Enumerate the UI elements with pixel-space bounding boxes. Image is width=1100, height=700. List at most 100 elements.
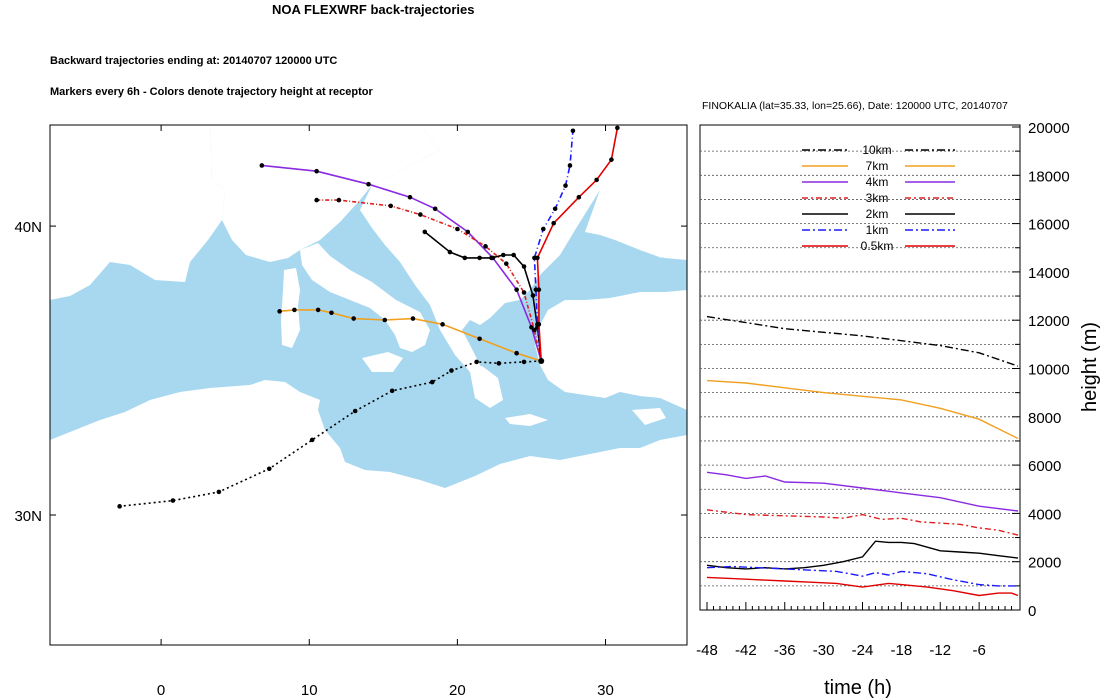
trajectory-marker — [216, 489, 222, 495]
trajectory-marker — [388, 203, 394, 209]
trajectory-marker — [418, 212, 423, 217]
trajectory-marker — [511, 252, 516, 258]
height-series-2km — [706, 540, 1019, 570]
trajectory-marker — [352, 408, 358, 414]
trajectory-marker — [259, 163, 265, 168]
trajectory-marker — [483, 244, 488, 249]
trajectory-marker — [432, 206, 438, 212]
trajectory-marker — [329, 310, 334, 316]
trajectory-marker — [501, 252, 506, 258]
land-masses — [50, 125, 687, 645]
trajectory-marker — [576, 194, 582, 200]
trajectory-marker — [567, 163, 573, 168]
height-series-3km — [706, 509, 1019, 536]
height-axis-ticks: 0 2000 4000 6000 8000 10000 12000 14000 16000 180… — [696, 120, 1070, 659]
trajectory-marker — [309, 437, 315, 443]
height-series-7km — [706, 379, 1019, 440]
map-subtitle: Backward trajectories ending at: 2014070… — [50, 55, 338, 67]
trajectory-marker — [477, 255, 482, 261]
height-x-tick-label: -42 — [735, 642, 757, 659]
height-x-tick-label: -30 — [813, 642, 835, 659]
height-series-10km — [706, 315, 1019, 367]
trajectory-marker — [314, 168, 319, 174]
height-chart: 0 2000 4000 6000 8000 10000 12000 14000 16000 180… — [696, 120, 1100, 699]
trajectory-marker — [563, 183, 568, 188]
height-series-0.5km — [706, 576, 1019, 597]
legend-label: 0.5km — [861, 239, 894, 253]
legend-label: 2km — [866, 207, 889, 221]
trajectory-marker — [530, 293, 536, 298]
height-x-tick-label: -24 — [852, 642, 874, 659]
trajectory-marker — [336, 197, 342, 203]
map-y-tick-label: 30N — [14, 508, 42, 525]
trajectory-marker — [382, 317, 388, 323]
trajectory-marker — [503, 261, 509, 266]
trajectory-map: 0 10 20 30 30N 40N — [14, 124, 688, 699]
trajectory-marker — [455, 226, 460, 232]
trajectory-marker — [117, 504, 122, 509]
trajectory-marker — [389, 388, 395, 394]
trajectory-marker — [170, 498, 176, 503]
trajectory-marker — [532, 327, 537, 333]
map-x-tick-label: 0 — [157, 682, 165, 699]
height-chart-frame — [699, 124, 1021, 611]
x-axis-label: time (h) — [824, 677, 892, 699]
height-y-tick-label: 20000 — [1028, 120, 1070, 137]
height-y-tick-label: 14000 — [1028, 265, 1070, 282]
trajectory-marker — [447, 249, 453, 255]
map-caption: Markers every 6h - Colors denote traject… — [50, 86, 373, 98]
legend-label: 4km — [866, 175, 889, 189]
height-series-1km — [706, 565, 1018, 587]
trajectory-marker — [536, 287, 542, 292]
map-x-tick-label: 10 — [301, 682, 318, 699]
trajectory-marker — [292, 307, 297, 313]
trajectory-marker — [277, 309, 282, 314]
trajectory-marker — [521, 290, 527, 295]
trajectory-marker — [615, 125, 620, 131]
height-y-tick-label: 18000 — [1028, 168, 1070, 185]
trajectory-marker — [351, 316, 356, 321]
trajectory-marker — [489, 255, 494, 261]
height-chart-title: FINOKALIA (lat=35.33, lon=25.66), Date: … — [702, 100, 1008, 112]
y-axis-label: height (m) — [1079, 322, 1100, 412]
trajectory-3km — [316, 199, 542, 362]
trajectory-marker — [496, 361, 502, 366]
map-x-tick-label: 30 — [597, 682, 614, 699]
legend-label: 7km — [866, 159, 889, 173]
trajectory-marker — [266, 466, 272, 472]
trajectory-marker — [422, 229, 428, 235]
height-y-tick-label: 0 — [1028, 603, 1036, 620]
height-y-tick-label: 6000 — [1028, 458, 1061, 475]
legend-label: 3km — [866, 191, 889, 205]
trajectory-marker — [474, 359, 479, 365]
height-x-tick-label: -12 — [929, 642, 951, 659]
legend-label: 10km — [862, 143, 891, 157]
map-title: NOA FLEXWRF back-trajectories — [272, 2, 475, 17]
legend-label: 1km — [866, 223, 889, 237]
trajectory-marker — [366, 181, 371, 187]
trajectory-marker — [315, 307, 321, 313]
trajectory-4km — [261, 164, 542, 362]
trajectory-marker — [407, 194, 413, 200]
trajectory-marker — [440, 322, 445, 327]
trajectory-marker — [465, 229, 471, 235]
trajectory-marker — [521, 264, 527, 269]
map-x-tick-label: 20 — [449, 682, 466, 699]
receptor-marker — [538, 358, 545, 365]
trajectory-marker — [521, 359, 527, 365]
height-legend: 10km 7km 4km 3km 2km 1km 0.5km — [802, 143, 955, 253]
trajectory-lines — [117, 125, 620, 509]
height-y-tick-label: 2000 — [1028, 555, 1061, 572]
trajectory-marker — [594, 177, 599, 183]
trajectory-marker — [449, 368, 454, 373]
trajectory-marker — [551, 220, 556, 226]
height-y-tick-label: 8000 — [1028, 410, 1061, 427]
height-x-tick-label: -6 — [972, 642, 985, 659]
height-y-tick-label: 12000 — [1028, 313, 1070, 330]
height-gridlines — [700, 150, 1020, 587]
height-x-tick-label: -36 — [774, 642, 796, 659]
height-x-tick-label: -48 — [696, 642, 718, 659]
trajectory-marker — [462, 255, 468, 261]
trajectory-marker — [410, 316, 416, 321]
